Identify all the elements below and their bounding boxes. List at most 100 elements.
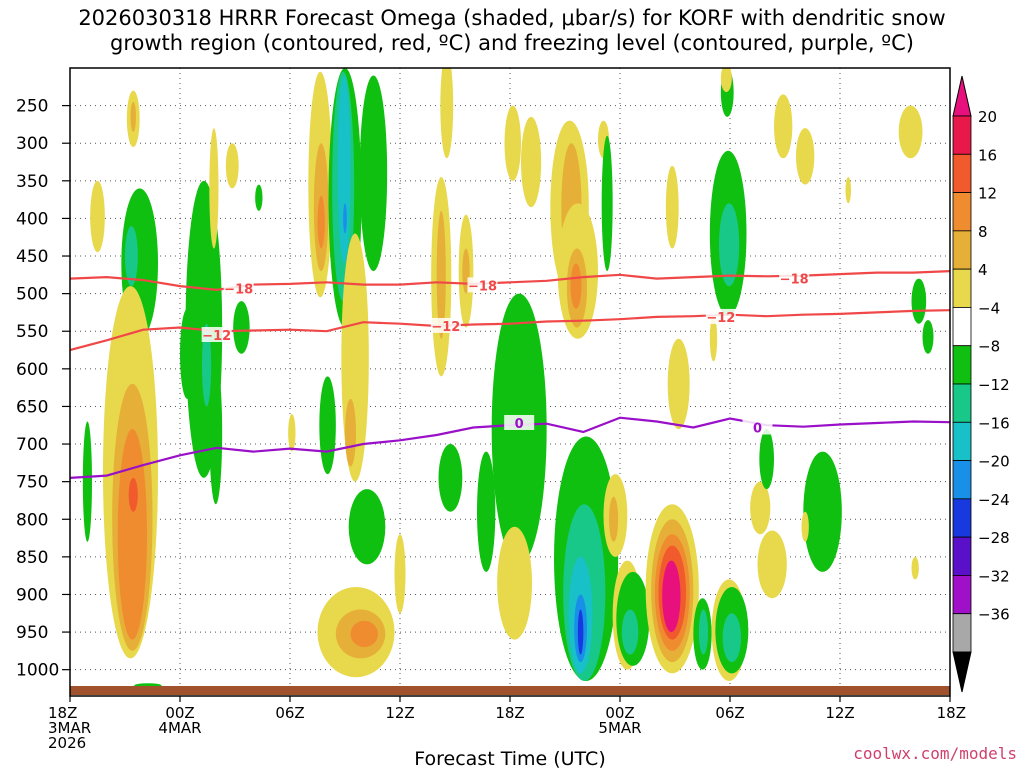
y-tick-label-650: 650: [16, 397, 48, 417]
colorbar-label-5: −4: [978, 299, 1000, 317]
omega-region-o12-51: [570, 263, 582, 309]
x-tick-label-42-line-0: 12Z: [825, 704, 854, 722]
colorbar-swatch-4: [952, 268, 972, 308]
dgz-minus-12-label-bg-0: [201, 326, 232, 342]
x-tick-label-12-line-0: 06Z: [275, 704, 304, 722]
colorbar: 20 16 12 8 4 −4 −8 −12 −16 −20 −24 −28 −32 −36: [952, 75, 1010, 693]
dgz-minus-18-label-bg-0: [223, 280, 254, 296]
omega-region-o12-8: [117, 429, 147, 640]
colorbar-bottom-arrow: [952, 651, 972, 693]
omega-region-y4-83: [774, 94, 793, 159]
omega-region-g4-28: [319, 376, 336, 475]
omega-region-g4-31: [348, 489, 386, 565]
omega-region-y4-46: [497, 526, 532, 640]
omega-region-g4-18: [255, 184, 263, 211]
freezing-level-0-label-0: 0: [515, 417, 524, 432]
colorbar-swatch-9: [952, 460, 972, 500]
omega-shading-layer: [82, 68, 934, 688]
x-tick-label-48-line-0: 18Z: [937, 704, 966, 722]
y-tick-label-900: 900: [16, 585, 48, 605]
x-tick-label-18-line-0: 12Z: [385, 704, 414, 722]
omega-region-m24-69: [662, 560, 681, 633]
x-tick-label-30-line-1: 5MAR: [598, 719, 641, 737]
colorbar-label-12: −32: [978, 567, 1010, 585]
freezing-level-0-label-1: 0: [753, 422, 762, 437]
colorbar-swatch-3: [952, 230, 972, 270]
omega-region-y8-30: [345, 398, 356, 467]
dgz-minus-18-label-bg-2: [779, 270, 810, 286]
colorbar-swatch-1: [952, 153, 972, 193]
omega-region-y4-35: [394, 534, 406, 614]
omega-region-b20-58: [577, 609, 584, 655]
colorbar-label-4: 4: [978, 261, 988, 279]
y-tick-label-600: 600: [16, 360, 48, 380]
x-axis-title: Forecast Time (UTC): [414, 748, 605, 768]
omega-region-g8-79: [722, 613, 741, 663]
omega-region-g4-17: [233, 301, 250, 354]
colorbar-swatch-0: [952, 115, 972, 155]
chart-title: 2026030318 HRRR Forecast Omega (shaded, …: [0, 6, 1024, 56]
colorbar-label-6: −8: [978, 338, 1000, 356]
colorbar-swatch-5: [952, 307, 972, 347]
y-tick-label-750: 750: [16, 473, 48, 493]
omega-region-y4-19: [288, 413, 296, 452]
omega-region-b16-26: [343, 203, 347, 234]
omega-region-g8-63: [621, 609, 639, 655]
y-tick-label-450: 450: [16, 247, 48, 267]
dgz-minus-18-label-0: −18: [224, 282, 253, 297]
x-tick-label-6-line-0: 00Z: [165, 704, 194, 722]
x-tick-label-30-line-0: 00Z: [605, 704, 634, 722]
credit-text[interactable]: coolwx.com/models: [853, 744, 1017, 763]
omega-region-o12-22: [317, 195, 325, 249]
colorbar-top-arrow: [952, 75, 972, 117]
omega-region-y4-70: [665, 165, 679, 249]
omega-region-y4-38: [440, 68, 454, 159]
omega-region-g4-81: [759, 429, 775, 490]
omega-region-g4-53: [601, 135, 613, 272]
omega-region-g4-44: [477, 451, 496, 572]
omega-region-y4-86: [845, 177, 851, 204]
omega-region-y4-90: [911, 556, 919, 580]
omega-region-g4-85: [803, 451, 842, 572]
dgz-minus-12-label-1: −12: [431, 320, 460, 335]
omega-region-y4-84: [796, 128, 815, 185]
x-tick-label-0-line-1: 3MAR: [48, 719, 91, 737]
colorbar-swatch-12: [952, 575, 972, 615]
omega-region-g4-88: [911, 278, 927, 324]
x-tick-label-6-line-1: 4MAR: [158, 719, 201, 737]
x-tick-label-36-line-0: 06Z: [715, 704, 744, 722]
colorbar-label-11: −28: [978, 529, 1010, 547]
omega-region-o12-34: [350, 620, 378, 648]
colorbar-label-0: 20: [978, 108, 997, 126]
omega-region-y4-14: [209, 128, 219, 249]
axis-layer: 250 300 350 400 450 500 550 600 650 700 750 800 850 9…: [16, 97, 966, 752]
omega-region-y4-16: [225, 143, 239, 189]
omega-region-g4-3: [82, 421, 92, 542]
dgz-minus-18-label-bg-1: [467, 277, 498, 293]
y-tick-label-500: 500: [16, 285, 48, 305]
colorbar-swatch-2: [952, 192, 972, 232]
colorbar-label-10: −24: [978, 491, 1010, 509]
omega-region-y8-2: [130, 101, 136, 132]
colorbar-label-7: −12: [978, 376, 1010, 394]
dgz-minus-12-label-0: −12: [202, 329, 231, 344]
colorbar-swatch-8: [952, 421, 972, 461]
y-tick-label-350: 350: [16, 172, 48, 192]
dgz-minus-18-label-1: −18: [468, 279, 497, 294]
omega-region-y4-64: [667, 338, 690, 430]
x-tick-label-0-line-2: 2026: [48, 734, 86, 752]
colorbar-label-1: 16: [978, 146, 997, 164]
title-line-2: growth region (contoured, red, ºC) and f…: [110, 31, 914, 55]
x-tick-label-24-line-0: 18Z: [495, 704, 524, 722]
title-line-1: 2026030318 HRRR Forecast Omega (shaded, …: [78, 6, 946, 30]
y-tick-label-1000: 1000: [16, 661, 59, 681]
y-tick-label-400: 400: [16, 209, 48, 229]
omega-region-g8-74: [719, 203, 740, 287]
omega-region-y4-91: [709, 316, 718, 362]
omega-region-c12-25: [337, 75, 351, 264]
omega-region-g8-72: [698, 609, 709, 655]
omega-region-y4-76: [720, 68, 732, 93]
y-tick-label-950: 950: [16, 623, 48, 643]
omega-region-y4-87: [898, 105, 923, 159]
y-tick-label-250: 250: [16, 97, 48, 117]
